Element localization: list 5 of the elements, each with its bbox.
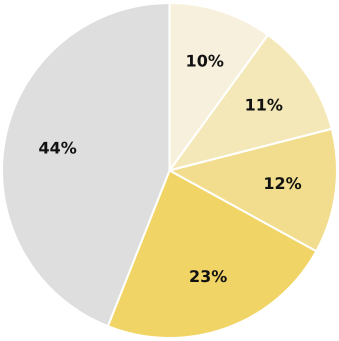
data-label: 44%: [38, 138, 77, 158]
data-label: 11%: [244, 96, 283, 115]
data-label: 23%: [188, 266, 228, 286]
data-label: 12%: [263, 174, 302, 193]
data-label: 10%: [186, 51, 224, 70]
